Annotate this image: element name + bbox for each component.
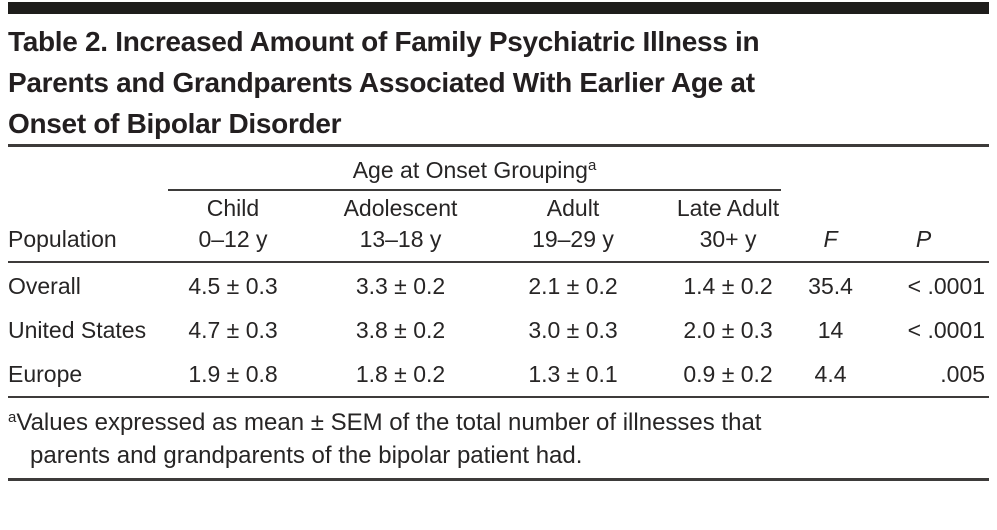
table-title: Table 2. Increased Amount of Family Psyc…	[8, 21, 989, 144]
p-value-cell: .005	[858, 351, 990, 398]
f-statistic-cell: 4.4	[803, 351, 859, 398]
column-header-adult: Adult 19–29 y	[493, 191, 653, 263]
column-header-child: Child 0–12 y	[158, 191, 308, 263]
value-cell: 1.4 ± 0.2	[683, 273, 773, 299]
spanner-header: Age at Onset Groupinga	[168, 155, 782, 191]
family-illness-table: Age at Onset Groupinga Population Child …	[8, 147, 990, 398]
population-label: Europe	[8, 351, 158, 398]
footnote-line-2: parents and grandparents of the bipolar …	[30, 442, 583, 469]
group-name: Child	[206, 195, 260, 221]
value-cell: 1.9 ± 0.8	[158, 351, 308, 398]
population-label: United States	[8, 317, 147, 343]
p-value-cell: < .0001	[907, 273, 986, 299]
value-cell: 2.0 ± 0.3	[683, 317, 773, 343]
bottom-divider	[8, 478, 989, 481]
superscript-a: a	[587, 156, 597, 174]
superscript-a: a	[8, 408, 17, 426]
value-cell: 4.7 ± 0.3	[188, 317, 278, 343]
group-range: 19–29 y	[532, 226, 614, 252]
value-cell: 3.3 ± 0.2	[355, 273, 446, 299]
table-footnote: aValues expressed as mean ± SEM of the t…	[8, 406, 983, 472]
spacer-cell	[8, 147, 158, 191]
f-statistic-cell: 14	[817, 317, 844, 343]
group-range: 13–18 y	[359, 226, 442, 252]
spacer-cell	[858, 147, 989, 191]
spanner-header-cell: Age at Onset Groupinga	[158, 147, 803, 191]
row-overall: Overall 4.5 ± 0.3 3.3 ± 0.2 2.1 ± 0.2 1.…	[8, 262, 989, 307]
column-header-late-adult: Late Adult 30+ y	[653, 191, 804, 263]
column-header-adolescent: Adolescent 13–18 y	[308, 191, 493, 263]
f-statistic-cell: 35.4	[808, 273, 853, 299]
footnote-line-1: aValues expressed as mean ± SEM of the t…	[8, 406, 983, 439]
group-range: 30+ y	[699, 226, 757, 252]
population-label: Overall	[8, 273, 81, 299]
footnote-text: Values expressed as mean ± SEM of the to…	[16, 409, 762, 436]
title-line-1: Table 2. Increased Amount of Family Psyc…	[8, 26, 760, 57]
group-range: 0–12 y	[198, 226, 268, 252]
value-cell: 3.8 ± 0.2	[355, 317, 446, 343]
value-cell: 4.5 ± 0.3	[188, 273, 278, 299]
column-header-p-value: P	[858, 191, 990, 263]
top-rule-bar	[8, 2, 989, 14]
column-header-row: Population Child 0–12 y Adolescent 13–18…	[8, 191, 990, 263]
spacer-cell	[803, 147, 858, 191]
column-header-f-statistic: F	[803, 191, 859, 263]
title-line-2: Parents and Grandparents Associated With…	[8, 67, 755, 98]
spanner-row: Age at Onset Groupinga	[8, 147, 989, 191]
title-divider	[8, 144, 989, 147]
row-europe: Europe 1.9 ± 0.8 1.8 ± 0.2 1.3 ± 0.1 0.9…	[8, 351, 990, 398]
row-united-states: United States 4.7 ± 0.3 3.8 ± 0.2 3.0 ± …	[8, 307, 989, 351]
group-name: Adult	[546, 195, 600, 221]
value-cell: 1.3 ± 0.1	[493, 351, 653, 398]
column-header-population: Population	[8, 191, 158, 263]
value-cell: 3.0 ± 0.3	[528, 317, 618, 343]
value-cell: 0.9 ± 0.2	[653, 351, 804, 398]
table-figure: Table 2. Increased Amount of Family Psyc…	[8, 2, 990, 481]
title-line-3: Onset of Bipolar Disorder	[8, 108, 342, 139]
spanner-label: Age at Onset Grouping	[352, 157, 588, 183]
value-cell: 1.8 ± 0.2	[308, 351, 493, 398]
group-name: Adolescent	[343, 195, 458, 221]
group-name: Late Adult	[676, 195, 780, 221]
p-value-cell: < .0001	[907, 317, 986, 343]
value-cell: 2.1 ± 0.2	[528, 273, 618, 299]
